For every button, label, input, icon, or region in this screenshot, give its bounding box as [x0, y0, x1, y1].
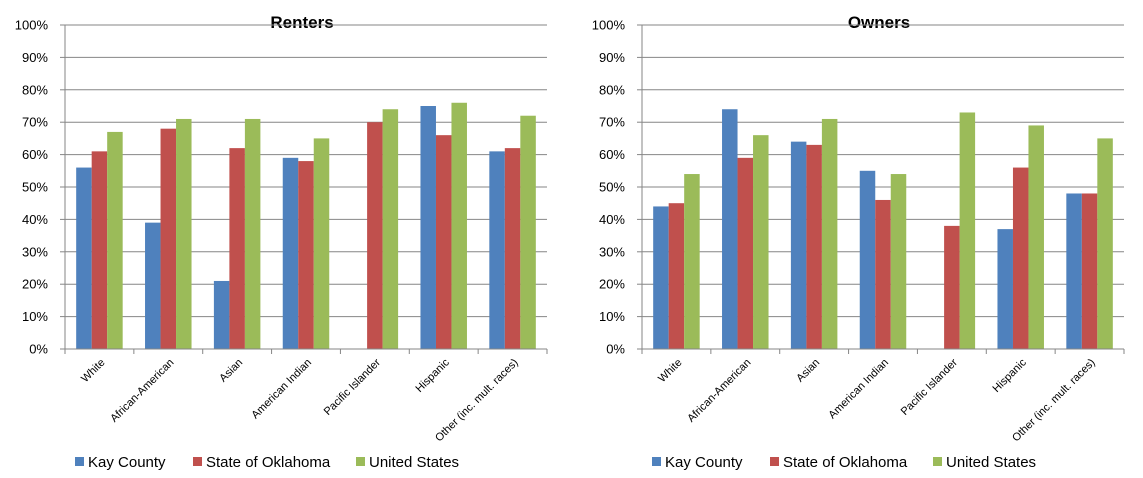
y-tick-label: 80%: [22, 82, 48, 97]
y-tick-label: 100%: [592, 18, 626, 33]
legend-label-united-states: United States: [369, 454, 459, 471]
bar-united-states-pacific-islander: [382, 109, 399, 350]
bar-kay-county-other-inc-mult-races: [489, 151, 505, 349]
category-label: Pacific Islander: [322, 356, 383, 417]
owners-chart: Owners 0% 10% 20% 30% 40% 50% 60% 70% 80% 90% 100% W…: [577, 0, 1143, 478]
legend-swatch-state-of-oklahoma: [193, 457, 202, 466]
category-label: American Indian: [249, 357, 314, 422]
category-label: African-American: [685, 357, 753, 425]
legend-label-kay-county: Kay County: [88, 454, 166, 471]
category-label: White: [79, 357, 107, 385]
bar-kay-county-american-indian: [282, 157, 299, 349]
y-tick-label: 90%: [599, 50, 625, 65]
bar-state-of-oklahoma-other-inc-mult-races: [504, 148, 521, 349]
category-label: Asian: [794, 357, 822, 385]
legend-swatch-united-states: [933, 457, 942, 466]
y-tick-label: 50%: [599, 180, 625, 195]
y-tick-label: 50%: [22, 180, 48, 195]
y-tick-label: 0%: [29, 342, 48, 357]
category-label: American Indian: [826, 357, 891, 422]
y-tick-label: 10%: [599, 309, 625, 324]
bar-united-states-hispanic: [451, 102, 467, 349]
bar-kay-county-asian: [213, 280, 230, 349]
category-label: Pacific Islander: [899, 356, 960, 417]
bar-united-states-white: [107, 131, 123, 349]
y-tick-label: 20%: [22, 277, 48, 292]
bar-united-states-african-american: [753, 135, 769, 349]
y-tick-label: 20%: [599, 277, 625, 292]
bar-kay-county-other-inc-mult-races: [1066, 193, 1082, 349]
category-label: White: [656, 357, 684, 385]
y-tick-label: 30%: [22, 244, 48, 259]
legend-label-state-of-oklahoma: State of Oklahoma: [206, 454, 331, 471]
legend-label-kay-county: Kay County: [665, 454, 743, 471]
y-tick-label: 70%: [599, 115, 625, 130]
category-label: African-American: [108, 357, 176, 425]
y-tick-label: 10%: [22, 309, 48, 324]
bar-state-of-oklahoma-other-inc-mult-races: [1081, 193, 1098, 349]
category-label: Hispanic: [414, 356, 453, 395]
y-tick-label: 40%: [22, 212, 48, 227]
bar-state-of-oklahoma-american-indian: [875, 199, 891, 349]
y-tick-label: 40%: [599, 212, 625, 227]
legend-swatch-united-states: [356, 457, 365, 466]
y-tick-label: 0%: [606, 342, 625, 357]
bar-state-of-oklahoma-hispanic: [435, 135, 452, 349]
bar-united-states-pacific-islander: [959, 112, 976, 349]
bar-kay-county-american-indian: [859, 170, 876, 349]
renters-chart-svg: Renters 0% 10% 20% 30% 40% 50% 60% 70% 80% 90% 100%…: [15, 13, 548, 471]
bar-state-of-oklahoma-american-indian: [298, 161, 314, 349]
y-tick-label: 80%: [599, 82, 625, 97]
bar-kay-county-hispanic: [997, 229, 1013, 349]
bar-kay-county-hispanic: [420, 106, 436, 349]
bar-kay-county-white: [653, 206, 669, 349]
bar-state-of-oklahoma-white: [668, 203, 685, 349]
bar-kay-county-white: [76, 167, 92, 349]
bar-united-states-hispanic: [1028, 125, 1044, 349]
bar-united-states-other-inc-mult-races: [1097, 138, 1113, 349]
bar-state-of-oklahoma-hispanic: [1012, 167, 1029, 349]
bar-state-of-oklahoma-asian: [806, 144, 822, 349]
bar-state-of-oklahoma-pacific-islander: [944, 225, 960, 349]
legend-swatch-kay-county: [75, 457, 84, 466]
legend-label-state-of-oklahoma: State of Oklahoma: [783, 454, 908, 471]
bar-united-states-white: [684, 174, 700, 349]
y-tick-label: 90%: [22, 50, 48, 65]
legend-swatch-kay-county: [652, 457, 661, 466]
bar-kay-county-asian: [790, 141, 807, 349]
y-tick-label: 70%: [22, 115, 48, 130]
y-tick-label: 60%: [22, 147, 48, 162]
bar-united-states-african-american: [176, 118, 192, 350]
bar-state-of-oklahoma-african-american: [160, 128, 177, 349]
bar-kay-county-african-american: [145, 222, 161, 349]
y-tick-label: 30%: [599, 244, 625, 259]
y-tick-label: 60%: [599, 147, 625, 162]
bar-united-states-american-indian: [890, 174, 907, 349]
bar-united-states-american-indian: [313, 138, 330, 349]
bar-united-states-asian: [821, 118, 838, 350]
category-label: Asian: [217, 357, 245, 385]
bar-state-of-oklahoma-pacific-islander: [367, 122, 383, 349]
chart-title: Owners: [848, 13, 910, 32]
category-label: Hispanic: [991, 356, 1030, 395]
bar-united-states-other-inc-mult-races: [520, 115, 536, 349]
legend-swatch-state-of-oklahoma: [770, 457, 779, 466]
legend-label-united-states: United States: [946, 454, 1036, 471]
y-tick-label: 100%: [15, 18, 49, 33]
bar-state-of-oklahoma-asian: [229, 148, 245, 349]
chart-title: Renters: [270, 13, 333, 32]
owners-chart-svg: Owners 0% 10% 20% 30% 40% 50% 60% 70% 80% 90% 100% W…: [592, 13, 1125, 471]
renters-chart: Renters 0% 10% 20% 30% 40% 50% 60% 70% 80% 90% 100%…: [0, 0, 566, 478]
bar-united-states-asian: [244, 118, 261, 350]
bar-state-of-oklahoma-white: [91, 151, 108, 349]
bar-kay-county-african-american: [722, 109, 738, 350]
bar-state-of-oklahoma-african-american: [737, 157, 754, 349]
